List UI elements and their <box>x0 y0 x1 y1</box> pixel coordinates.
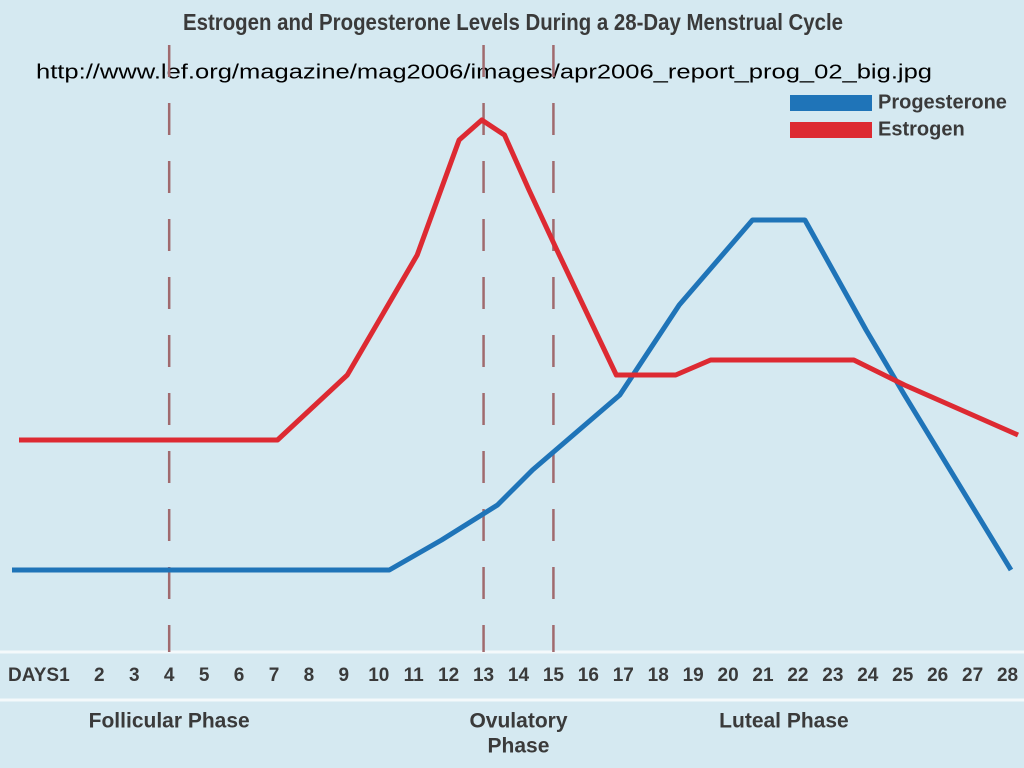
x-tick-label: 12 <box>438 665 459 686</box>
x-tick-label: 17 <box>613 665 634 686</box>
phase-label: Luteal Phase <box>719 710 849 733</box>
series-line <box>12 217 1014 573</box>
x-tick-label: 20 <box>718 665 739 686</box>
legend-label: Estrogen <box>878 118 965 140</box>
x-tick-label: 3 <box>129 665 140 686</box>
x-tick-label: 22 <box>787 665 808 686</box>
x-tick-label: 28 <box>997 665 1018 686</box>
phase-label: Ovulatory <box>469 710 567 733</box>
x-tick-label: 27 <box>962 665 983 686</box>
legend-swatch <box>790 95 872 111</box>
x-tick-label: 10 <box>368 665 389 686</box>
x-tick-label: 9 <box>339 665 350 686</box>
x-tick-label: 4 <box>164 665 175 686</box>
x-tick-label: 11 <box>404 665 425 686</box>
phase-label: Phase <box>488 735 550 758</box>
phase-label: Follicular Phase <box>89 710 250 733</box>
legend-swatch <box>790 122 872 138</box>
x-tick-label: 21 <box>752 665 774 686</box>
x-tick-label: 8 <box>304 665 315 686</box>
x-tick-label: 2 <box>94 665 105 686</box>
x-tick-label: 18 <box>648 665 669 686</box>
x-tick-label: 26 <box>927 665 948 686</box>
chart-title: Estrogen and Progesterone Levels During … <box>183 9 843 35</box>
x-tick-label: 5 <box>199 665 210 686</box>
x-tick-label: 23 <box>822 665 843 686</box>
x-tick-label: 13 <box>473 665 494 686</box>
x-tick-label: 6 <box>234 665 245 686</box>
x-tick-label: 14 <box>508 665 530 686</box>
x-tick-label: 25 <box>892 665 914 686</box>
x-tick-label: 1 <box>59 665 70 686</box>
x-tick-label: 19 <box>683 665 704 686</box>
x-tick-label: 7 <box>269 665 280 686</box>
legend-label: Progesterone <box>878 91 1007 113</box>
x-tick-label: 24 <box>857 665 879 686</box>
series-line <box>19 117 1020 443</box>
x-tick-label: 16 <box>578 665 599 686</box>
x-axis-label: DAYS <box>8 665 59 686</box>
x-tick-label: 15 <box>543 665 565 686</box>
